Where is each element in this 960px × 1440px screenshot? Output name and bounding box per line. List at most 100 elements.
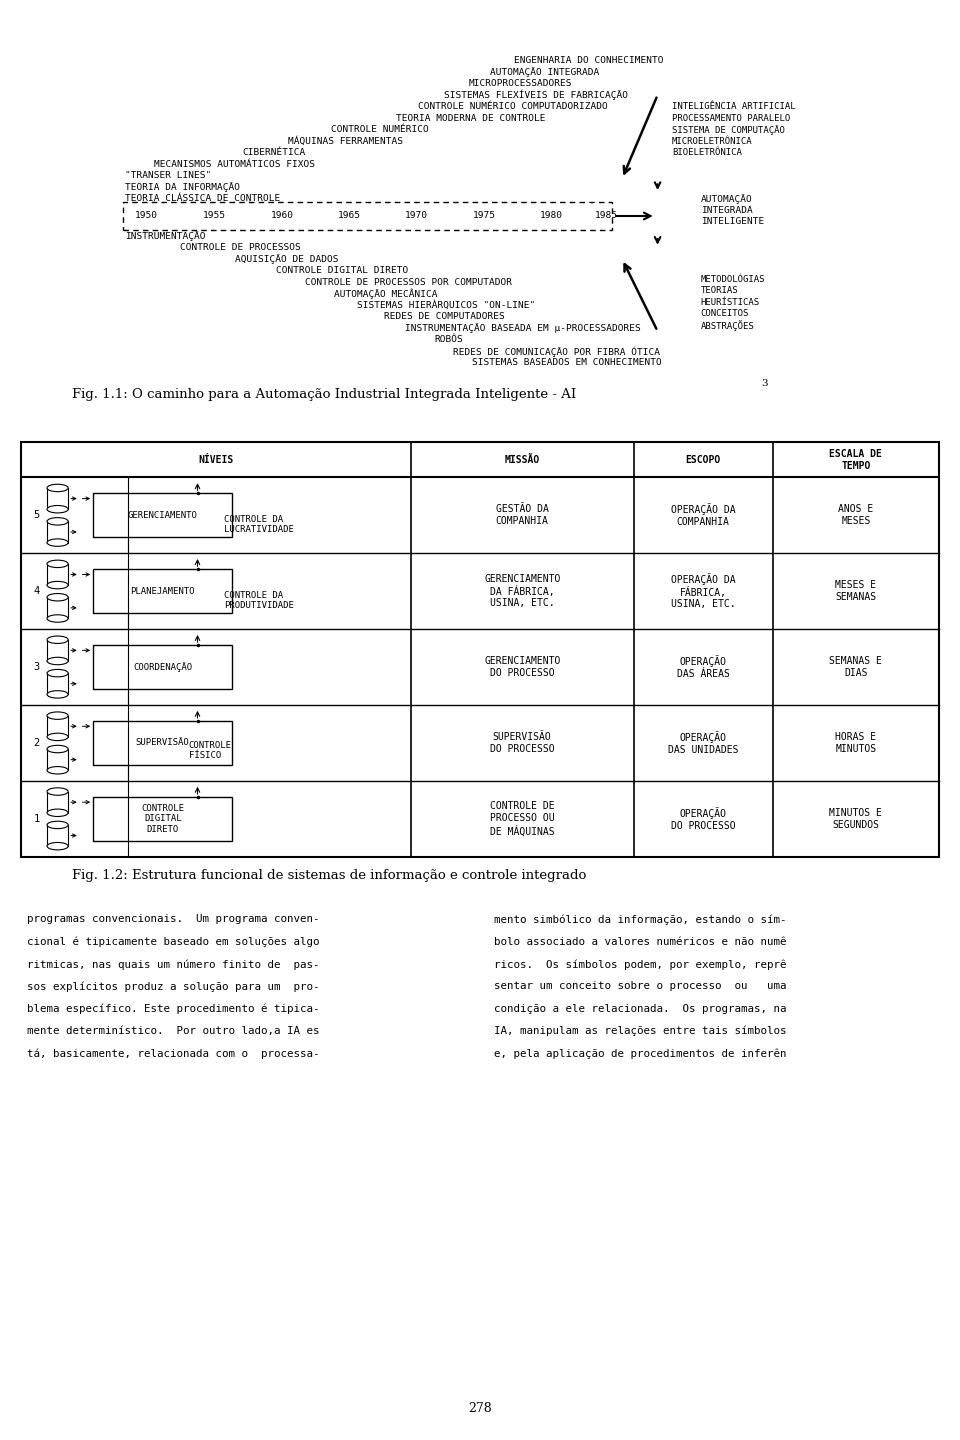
Ellipse shape (47, 766, 68, 773)
Bar (47, 598, 68, 619)
Text: TEORIA DA INFORMAÇÃO: TEORIA DA INFORMAÇÃO (125, 183, 240, 192)
Text: 1: 1 (34, 814, 39, 824)
Text: TEORIA MODERNA DE CONTROLE: TEORIA MODERNA DE CONTROLE (396, 114, 545, 122)
Text: REDES DE COMUNICAÇÃO POR FIBRA ÓTICA: REDES DE COMUNICAÇÃO POR FIBRA ÓTICA (453, 346, 660, 357)
Ellipse shape (47, 582, 68, 589)
Text: MICROELETRÔNICA: MICROELETRÔNICA (672, 137, 753, 145)
Text: HEURÍSTICAS: HEURÍSTICAS (701, 298, 760, 307)
Text: OPERAÇÃO
DAS ÁREAS: OPERAÇÃO DAS ÁREAS (677, 655, 730, 678)
Text: Fig. 1.1: O caminho para a Automação Industrial Integrada Inteligente - AI: Fig. 1.1: O caminho para a Automação Ind… (72, 387, 576, 402)
Text: mento simbólico da informação, estando o sím-: mento simbólico da informação, estando o… (494, 914, 787, 924)
Bar (47, 825, 68, 847)
Ellipse shape (47, 788, 68, 795)
Ellipse shape (47, 657, 68, 665)
Text: GERENCIAMENTO
DO PROCESSO: GERENCIAMENTO DO PROCESSO (484, 657, 561, 678)
Text: CONTROLE
DIGITAL
DIRETO: CONTROLE DIGITAL DIRETO (141, 804, 184, 834)
Text: REDES DE COMPUTADORES: REDES DE COMPUTADORES (384, 312, 505, 321)
Text: SUPERVISÃO
DO PROCESSO: SUPERVISÃO DO PROCESSO (490, 732, 555, 753)
Text: CONTROLE NUMÉRICO: CONTROLE NUMÉRICO (331, 125, 429, 134)
Text: CIBERNÉTICA: CIBERNÉTICA (242, 148, 305, 157)
Ellipse shape (47, 560, 68, 567)
Text: CONTROLE DE PROCESSOS POR COMPUTADOR: CONTROLE DE PROCESSOS POR COMPUTADOR (305, 278, 513, 287)
Ellipse shape (47, 691, 68, 698)
Text: OPERAÇÃO
DAS UNIDADES: OPERAÇÃO DAS UNIDADES (668, 732, 738, 755)
Ellipse shape (47, 821, 68, 828)
Text: CONTROLE
FÍSICO: CONTROLE FÍSICO (189, 740, 231, 760)
Ellipse shape (47, 505, 68, 513)
Text: Fig. 1.2: Estrutura funcional de sistemas de informação e controle integrado: Fig. 1.2: Estrutura funcional de sistema… (72, 868, 587, 883)
Bar (93, 721, 232, 765)
Ellipse shape (47, 615, 68, 622)
Text: SISTEMAS FLEXÍVEIS DE FABRICAÇÃO: SISTEMAS FLEXÍVEIS DE FABRICAÇÃO (444, 89, 629, 101)
Text: CONTROLE DIGITAL DIRETO: CONTROLE DIGITAL DIRETO (276, 266, 409, 275)
Text: SISTEMA DE COMPUTAÇÃO: SISTEMA DE COMPUTAÇÃO (672, 125, 785, 134)
Text: 2: 2 (34, 737, 39, 747)
Text: bolo associado a valores numéricos e não numê: bolo associado a valores numéricos e não… (494, 937, 787, 946)
Text: PLANEJAMENTO: PLANEJAMENTO (131, 586, 195, 596)
Text: GERENCIAMENTO: GERENCIAMENTO (128, 511, 198, 520)
Text: MISSÃO: MISSÃO (505, 455, 540, 465)
Ellipse shape (47, 809, 68, 816)
Text: programas convencionais.  Um programa conven-: programas convencionais. Um programa con… (27, 914, 320, 924)
Text: INTELIGENTE: INTELIGENTE (701, 217, 764, 226)
Text: 1960: 1960 (271, 212, 294, 220)
Bar (93, 494, 232, 537)
Bar (47, 749, 68, 770)
Text: MESES E
SEMANAS: MESES E SEMANAS (835, 580, 876, 602)
Text: 1980: 1980 (540, 212, 563, 220)
Text: ricos.  Os símbolos podem, por exemplo, reprê: ricos. Os símbolos podem, por exemplo, r… (494, 959, 787, 969)
Text: 3: 3 (34, 662, 39, 672)
Text: cional é tipicamente baseado em soluções algo: cional é tipicamente baseado em soluções… (27, 937, 320, 948)
Text: 3: 3 (761, 379, 768, 387)
Text: CONTROLE DA
LUCRATIVIDADE: CONTROLE DA LUCRATIVIDADE (224, 514, 294, 534)
Bar (93, 796, 232, 841)
Text: SEMANAS E
DIAS: SEMANAS E DIAS (829, 657, 882, 678)
Text: HORAS E
MINUTOS: HORAS E MINUTOS (835, 732, 876, 753)
Ellipse shape (47, 746, 68, 753)
Text: "TRANSER LINES": "TRANSER LINES" (125, 171, 211, 180)
Ellipse shape (47, 711, 68, 720)
Bar (47, 639, 68, 661)
Text: IA, manipulam as relações entre tais símbolos: IA, manipulam as relações entre tais sím… (494, 1025, 787, 1037)
Text: INTELIGÊNCIA ARTIFICIAL: INTELIGÊNCIA ARTIFICIAL (672, 102, 796, 111)
Bar (47, 672, 68, 694)
Text: INSTRUMENTAÇÃO BASEADA EM µ-PROCESSADORES: INSTRUMENTAÇÃO BASEADA EM µ-PROCESSADORE… (405, 324, 641, 333)
Text: MECANISMOS AUTOMÁTICOS FIXOS: MECANISMOS AUTOMÁTICOS FIXOS (154, 160, 315, 168)
Text: PROCESSAMENTO PARALELO: PROCESSAMENTO PARALELO (672, 114, 790, 122)
Ellipse shape (47, 636, 68, 644)
Text: blema específico. Este procedimento é tipica-: blema específico. Este procedimento é ti… (27, 1004, 320, 1014)
Ellipse shape (47, 517, 68, 526)
Bar (47, 521, 68, 543)
Ellipse shape (47, 539, 68, 546)
Text: 278: 278 (468, 1401, 492, 1416)
Ellipse shape (47, 670, 68, 677)
Bar (93, 645, 232, 690)
Text: CONTROLE DA
PRODUTIVIDADE: CONTROLE DA PRODUTIVIDADE (224, 590, 294, 611)
Text: INTEGRADA: INTEGRADA (701, 206, 753, 215)
Text: 1950: 1950 (134, 212, 157, 220)
Text: MICROPROCESSADORES: MICROPROCESSADORES (468, 79, 572, 88)
Text: 5: 5 (34, 510, 39, 520)
Text: sentar um conceito sobre o processo  ou   uma: sentar um conceito sobre o processo ou u… (494, 982, 787, 991)
Text: NÍVEIS: NÍVEIS (199, 455, 233, 465)
Text: GERENCIAMENTO
DA FÁBRICA,
USINA, ETC.: GERENCIAMENTO DA FÁBRICA, USINA, ETC. (484, 575, 561, 608)
Text: ENGENHARIA DO CONHECIMENTO: ENGENHARIA DO CONHECIMENTO (514, 56, 663, 65)
Text: MINUTOS E
SEGUNDOS: MINUTOS E SEGUNDOS (829, 808, 882, 829)
Bar (47, 716, 68, 737)
Text: ANOS E
MESES: ANOS E MESES (838, 504, 874, 526)
Text: METODOLÓGIAS: METODOLÓGIAS (701, 275, 765, 284)
Text: ritmicas, nas quais um número finito de  pas-: ritmicas, nas quais um número finito de … (27, 959, 320, 969)
Bar (47, 488, 68, 510)
Ellipse shape (47, 593, 68, 600)
Text: INSTRUMENTAÇÃO: INSTRUMENTAÇÃO (125, 232, 205, 240)
Text: mente determinístico.  Por outro lado,a IA es: mente determinístico. Por outro lado,a I… (27, 1025, 320, 1035)
Text: CONTROLE DE
PROCESSO OU
DE MÁQUINAS: CONTROLE DE PROCESSO OU DE MÁQUINAS (490, 802, 555, 837)
Text: AUTOMAÇÃO MECÂNICA: AUTOMAÇÃO MECÂNICA (334, 288, 438, 300)
Text: SUPERVISÃO: SUPERVISÃO (136, 739, 189, 747)
Ellipse shape (47, 842, 68, 850)
Bar (47, 564, 68, 585)
Text: COORDENAÇÃO: COORDENAÇÃO (133, 662, 192, 672)
Bar (47, 792, 68, 812)
Text: 4: 4 (34, 586, 39, 596)
Bar (93, 569, 232, 613)
